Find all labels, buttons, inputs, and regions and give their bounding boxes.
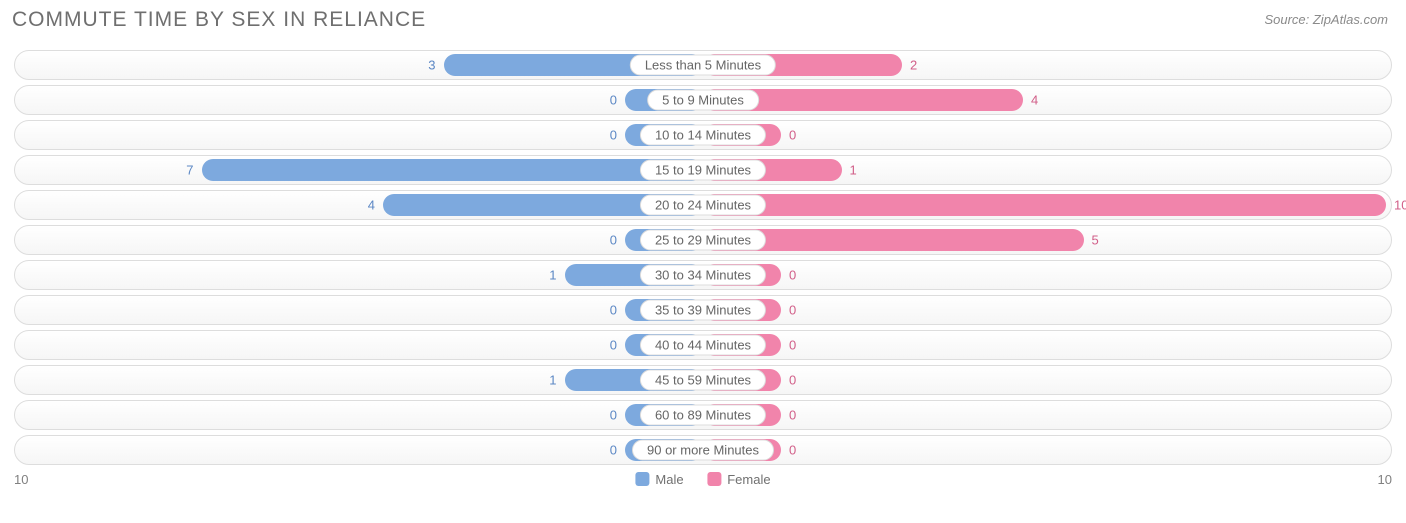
category-label: 15 to 19 Minutes: [640, 160, 766, 181]
chart-row: 0 0 90 or more Minutes: [14, 435, 1392, 465]
female-value-label: 10: [1394, 198, 1406, 213]
female-value-label: 0: [789, 128, 796, 143]
chart-row: 41020 to 24 Minutes: [14, 190, 1392, 220]
source-attribution: Source: ZipAtlas.com: [1264, 12, 1388, 27]
category-label: 35 to 39 Minutes: [640, 300, 766, 321]
female-value-label: 0: [789, 303, 796, 318]
female-value-label: 0: [789, 338, 796, 353]
female-value-label: 0: [789, 443, 796, 458]
male-value-label: 0: [610, 233, 617, 248]
legend-female-label: Female: [727, 472, 770, 487]
chart-row: 3 2 Less than 5 Minutes: [14, 50, 1392, 80]
chart-row: 0 5 25 to 29 Minutes: [14, 225, 1392, 255]
category-label: Less than 5 Minutes: [630, 55, 776, 76]
chart-row: 1 0 45 to 59 Minutes: [14, 365, 1392, 395]
chart-row: 0 0 35 to 39 Minutes: [14, 295, 1392, 325]
category-label: 30 to 34 Minutes: [640, 265, 766, 286]
male-value-label: 0: [610, 443, 617, 458]
chart-row: 7 1 15 to 19 Minutes: [14, 155, 1392, 185]
male-value-label: 0: [610, 128, 617, 143]
male-swatch: [635, 472, 649, 486]
chart-row: 0 0 60 to 89 Minutes: [14, 400, 1392, 430]
female-value-label: 0: [789, 408, 796, 423]
male-value-label: 0: [610, 93, 617, 108]
legend: Male Female: [625, 472, 780, 487]
category-label: 60 to 89 Minutes: [640, 405, 766, 426]
male-value-label: 0: [610, 303, 617, 318]
chart-row: 0 4 5 to 9 Minutes: [14, 85, 1392, 115]
female-value-label: 0: [789, 268, 796, 283]
category-label: 25 to 29 Minutes: [640, 230, 766, 251]
male-value-label: 0: [610, 338, 617, 353]
male-value-label: 4: [368, 198, 375, 213]
female-value-label: 0: [789, 373, 796, 388]
female-value-label: 1: [850, 163, 857, 178]
male-value-label: 7: [186, 163, 193, 178]
male-value-label: 3: [428, 58, 435, 73]
female-value-label: 2: [910, 58, 917, 73]
axis-row: 10 10 Male Female: [14, 472, 1392, 487]
male-value-label: 1: [549, 373, 556, 388]
chart-row: 0 0 10 to 14 Minutes: [14, 120, 1392, 150]
female-bar: [703, 194, 1386, 216]
chart-title: COMMUTE TIME BY SEX IN RELIANCE: [12, 8, 426, 32]
category-label: 10 to 14 Minutes: [640, 125, 766, 146]
male-value-label: 1: [549, 268, 556, 283]
category-label: 5 to 9 Minutes: [647, 90, 759, 111]
legend-female: Female: [707, 472, 770, 487]
axis-max-label: 10: [1378, 472, 1392, 487]
male-value-label: 0: [610, 408, 617, 423]
legend-male: Male: [635, 472, 683, 487]
commute-chart: 32Less than 5 Minutes045 to 9 Minutes001…: [14, 50, 1392, 470]
axis-min-label: 10: [14, 472, 28, 487]
male-bar: [202, 159, 704, 181]
category-label: 45 to 59 Minutes: [640, 370, 766, 391]
category-label: 90 or more Minutes: [632, 440, 774, 461]
female-value-label: 5: [1092, 233, 1099, 248]
category-label: 20 to 24 Minutes: [640, 195, 766, 216]
chart-row: 1 0 30 to 34 Minutes: [14, 260, 1392, 290]
female-value-label: 4: [1031, 93, 1038, 108]
chart-row: 0 0 40 to 44 Minutes: [14, 330, 1392, 360]
category-label: 40 to 44 Minutes: [640, 335, 766, 356]
legend-male-label: Male: [655, 472, 683, 487]
female-swatch: [707, 472, 721, 486]
